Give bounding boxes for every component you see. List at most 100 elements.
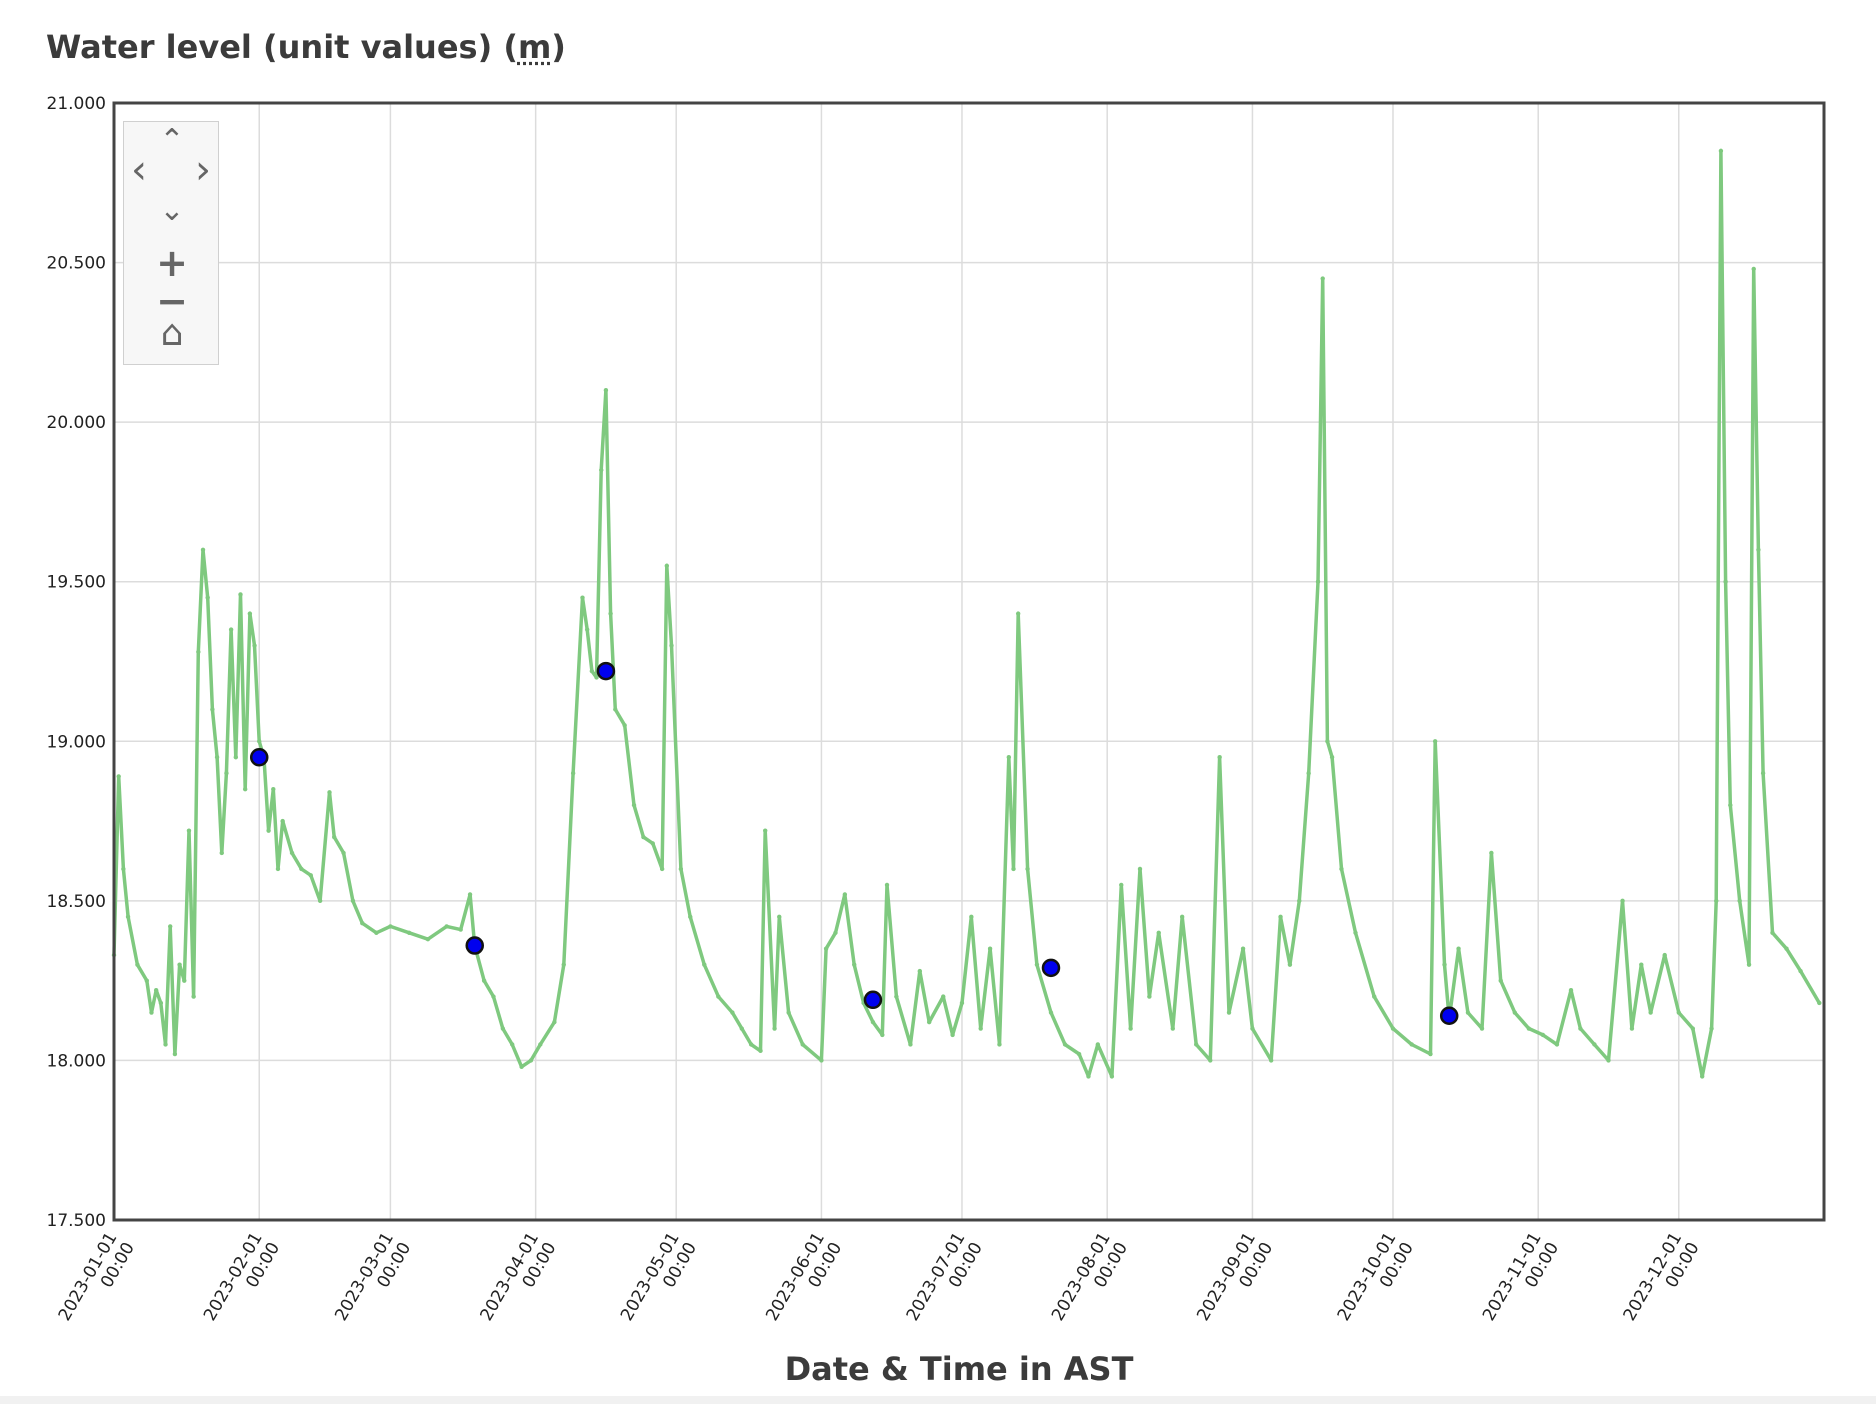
data-point: [242, 786, 248, 792]
data-point: [777, 914, 782, 920]
data-point: [360, 920, 365, 926]
data-point: [772, 1026, 777, 1031]
data-point: [196, 649, 201, 655]
data-point: [603, 388, 609, 393]
data-point: [599, 467, 604, 473]
data-point: [1456, 946, 1461, 951]
data-point: [289, 850, 295, 856]
pan-left-icon[interactable]: ‹: [131, 147, 147, 193]
data-point: [257, 739, 262, 744]
data-point: [561, 962, 566, 967]
data-point: [1737, 898, 1742, 904]
data-point: [870, 1019, 876, 1025]
data-point: [1287, 962, 1293, 967]
data-point: [1489, 850, 1494, 856]
data-point: [1540, 1032, 1546, 1038]
data-point: [1339, 866, 1344, 872]
home-icon[interactable]: ⌂: [160, 313, 184, 354]
data-point: [1062, 1042, 1068, 1047]
zoom-out-icon[interactable]: −: [156, 279, 188, 323]
data-point: [219, 850, 224, 856]
data-point: [1662, 952, 1667, 958]
data-point: [481, 978, 487, 983]
pan-right-icon[interactable]: ›: [195, 147, 211, 193]
data-point: [969, 914, 974, 920]
data-point: [950, 1032, 955, 1038]
data-point: [664, 563, 670, 568]
water-level-series-line: [112, 149, 1821, 1079]
data-point: [631, 802, 637, 808]
data-point: [1428, 1051, 1433, 1057]
navigation-panel: ⌃ ‹ › ⌄ + − ⌂: [123, 121, 219, 365]
pan-down-icon[interactable]: ⌄: [159, 193, 185, 228]
data-point: [388, 924, 393, 929]
data-point: [908, 1042, 913, 1047]
data-point: [1756, 547, 1761, 552]
data-point: [650, 841, 655, 846]
data-point: [317, 898, 323, 904]
series-layer: [111, 148, 1822, 1079]
field-measurement-marker: [1439, 1006, 1459, 1025]
data-point: [1278, 914, 1283, 920]
data-point: [205, 595, 210, 600]
data-point: [758, 1048, 763, 1054]
data-point: [748, 1042, 754, 1047]
data-point: [1119, 882, 1124, 888]
data-point: [819, 1058, 824, 1063]
data-point: [214, 755, 220, 760]
data-point: [678, 866, 684, 872]
data-point: [238, 592, 243, 597]
chart-title-unit: m: [517, 28, 552, 66]
data-point: [163, 1042, 168, 1047]
data-point: [233, 755, 239, 760]
data-point: [1320, 276, 1325, 281]
data-point: [1409, 1042, 1414, 1047]
data-point: [519, 1064, 524, 1070]
data-point: [186, 828, 192, 833]
page-footer-bar: [0, 1396, 1876, 1404]
data-point: [177, 962, 182, 967]
y-tick-label: 20.000: [47, 413, 106, 433]
data-point: [688, 914, 693, 920]
data-point: [1699, 1074, 1705, 1079]
data-point: [669, 643, 674, 648]
data-point: [350, 898, 356, 904]
data-point: [1306, 771, 1311, 776]
data-point: [608, 611, 613, 616]
data-point: [1329, 755, 1335, 760]
y-tick-label: 18.000: [47, 1051, 106, 1071]
data-point: [917, 968, 923, 974]
data-point: [1760, 771, 1766, 776]
data-point: [702, 962, 707, 967]
zoom-in-icon[interactable]: +: [156, 241, 188, 285]
data-point: [716, 994, 721, 999]
data-point: [1390, 1026, 1396, 1031]
data-point: [1784, 946, 1789, 951]
data-point: [538, 1042, 543, 1047]
data-point: [200, 547, 206, 552]
data-point: [299, 866, 304, 872]
plot-frame: [112, 101, 1826, 1222]
data-point: [1512, 1010, 1517, 1015]
data-point: [1006, 755, 1012, 760]
data-point: [271, 786, 276, 792]
data-point: [510, 1042, 515, 1047]
data-point: [425, 936, 431, 942]
data-point: [135, 962, 140, 967]
data-point: [833, 930, 838, 935]
data-point: [266, 828, 271, 833]
field-measurement-marker: [1041, 958, 1061, 978]
data-point: [589, 668, 595, 674]
x-axis-label: Date & Time in AST: [785, 1350, 1134, 1388]
pan-up-icon[interactable]: ⌃: [159, 123, 185, 158]
data-point: [580, 595, 585, 600]
data-point: [153, 988, 159, 993]
